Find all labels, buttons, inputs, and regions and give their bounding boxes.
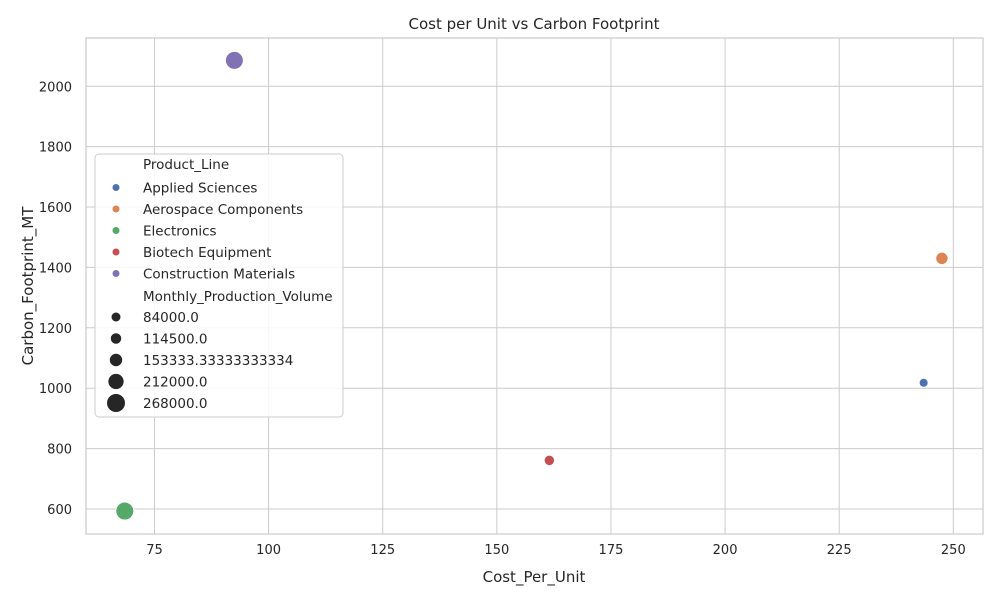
legend-marker [112, 248, 120, 256]
x-tick-label: 175 [599, 543, 624, 558]
y-tick-label: 1200 [39, 322, 72, 337]
x-tick-label: 100 [256, 543, 281, 558]
legend-size-marker [108, 373, 124, 390]
data-point-4 [224, 50, 244, 70]
legend-size-entry: 153333.33333333334 [143, 353, 293, 369]
legend-size-entry: 212000.0 [143, 375, 207, 391]
x-tick-label: 200 [713, 543, 738, 558]
x-tick-label: 150 [484, 543, 509, 558]
chart-title: Cost per Unit vs Carbon Footprint [409, 15, 660, 33]
y-tick-label: 1400 [39, 261, 72, 276]
y-axis-label: Carbon_Footprint_MT [19, 206, 38, 366]
legend-box [94, 153, 344, 418]
y-tick-label: 600 [47, 503, 72, 518]
x-axis: 75 100 125 150 175 200 225 250 [146, 543, 966, 558]
legend-size-marker [107, 394, 125, 412]
data-point-1 [935, 251, 949, 266]
legend-entry: Aerospace Components [143, 202, 303, 218]
y-tick-label: 1000 [39, 382, 72, 397]
legend-marker [112, 205, 120, 213]
legend-marker [112, 227, 120, 234]
legend-size-entry: 268000.0 [143, 396, 207, 412]
x-tick-label: 250 [941, 543, 966, 558]
legend-size-marker [111, 312, 121, 322]
legend-size-entry: 114500.0 [143, 332, 207, 348]
legend-entry: Applied Sciences [143, 181, 257, 197]
legend-size-marker [109, 353, 123, 367]
legend-hue-title: Product_Line [143, 157, 229, 173]
data-point-3 [543, 454, 556, 467]
data-point-2 [115, 501, 135, 521]
legend-marker [112, 184, 120, 191]
data-points [115, 50, 949, 521]
y-tick-label: 2000 [39, 80, 72, 95]
legend-marker [112, 270, 120, 277]
y-tick-label: 1800 [39, 141, 72, 156]
legend: Product_Line Applied Sciences Aerospace C… [94, 153, 344, 418]
x-axis-label: Cost_Per_Unit [483, 568, 586, 587]
x-tick-label: 75 [146, 543, 163, 558]
y-axis: 600 800 1000 1200 1400 1600 1800 2000 [39, 80, 72, 518]
plot-area [85, 37, 984, 535]
y-tick-label: 800 [47, 443, 72, 458]
data-point-0 [918, 377, 929, 388]
x-tick-label: 225 [827, 543, 852, 558]
legend-entry: Biotech Equipment [143, 245, 271, 261]
legend-entry: Electronics [143, 224, 217, 240]
legend-size-marker [110, 333, 122, 344]
y-tick-label: 1600 [39, 201, 72, 216]
legend-size-title: Monthly_Production_Volume [143, 289, 333, 305]
legend-size-entry: 84000.0 [143, 310, 199, 326]
x-tick-label: 125 [370, 543, 395, 558]
legend-entry: Construction Materials [143, 267, 295, 283]
